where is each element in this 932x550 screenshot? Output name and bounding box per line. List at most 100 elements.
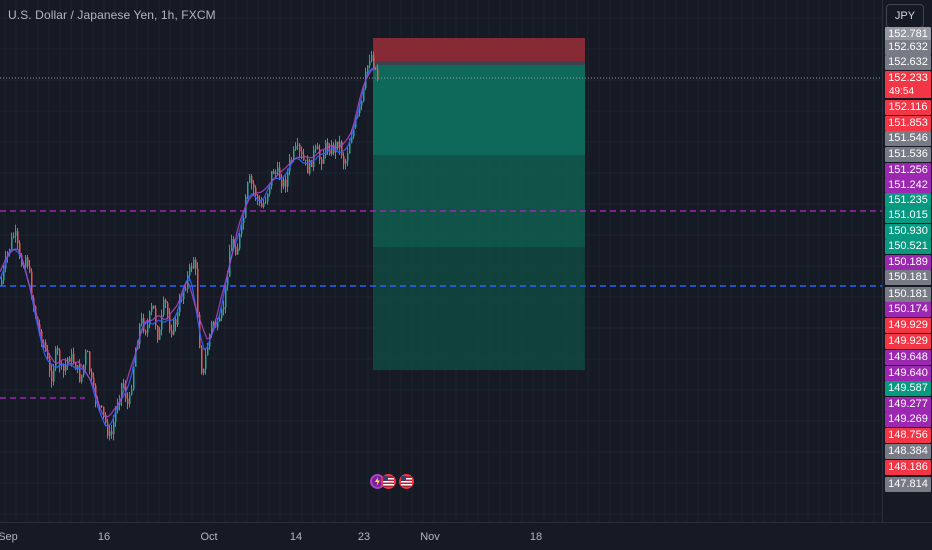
candle-body: [181, 299, 183, 301]
candle-body: [299, 144, 301, 152]
candle-body: [19, 243, 21, 256]
candle-body: [347, 153, 349, 161]
candle-body: [129, 394, 131, 405]
time-axis-label: 18: [529, 531, 543, 543]
price-axis-label: 149.277: [885, 397, 931, 412]
currency-button[interactable]: JPY: [886, 4, 924, 28]
price-axis-label: 152.632: [885, 55, 931, 70]
candle-body: [77, 365, 79, 370]
candle-body: [93, 377, 95, 386]
candle-body: [81, 374, 83, 382]
candle-body: [267, 194, 269, 202]
candle-body: [305, 159, 307, 161]
candle-body: [11, 237, 13, 250]
us-flag-event-icon[interactable]: [381, 474, 396, 489]
candle-body: [321, 159, 323, 164]
candle-body: [185, 288, 187, 290]
candle-body: [49, 358, 51, 371]
candle-body: [331, 144, 333, 155]
candle-body: [309, 159, 311, 174]
candle-body: [159, 329, 161, 340]
candle-body: [53, 368, 55, 382]
candle-body: [353, 127, 355, 137]
price-axis-label: 150.181: [885, 270, 931, 285]
candle-body: [75, 363, 77, 370]
candle-body: [135, 349, 137, 367]
candle-body: [45, 342, 47, 351]
entry-band: [373, 61, 585, 65]
candle-body: [85, 351, 87, 365]
candle-body: [269, 186, 271, 195]
price-axis-label: 149.929: [885, 318, 931, 333]
candle-body: [203, 368, 205, 373]
candle-body: [253, 183, 255, 188]
candle-body: [281, 179, 283, 187]
price-axis-label: 152.116: [885, 100, 931, 115]
candle-body: [289, 159, 291, 172]
price-chart[interactable]: [0, 0, 882, 522]
candle-body: [107, 422, 109, 436]
candle-body: [225, 285, 227, 308]
candle-body: [191, 266, 193, 269]
price-axis-label: 152.781: [885, 27, 931, 42]
candle-body: [201, 347, 203, 373]
price-axis-label: 150.189: [885, 255, 931, 270]
symbol-title[interactable]: U.S. Dollar / Japanese Yen, 1h, FXCM: [8, 8, 216, 22]
price-axis-label: 150.174: [885, 302, 931, 317]
candle-body: [51, 370, 53, 382]
price-axis-label: 150.521: [885, 239, 931, 254]
candle-body: [323, 154, 325, 164]
candle-body: [171, 330, 173, 335]
candle-body: [59, 350, 61, 366]
price-axis-label: 150.181: [885, 287, 931, 302]
candle-body: [359, 105, 361, 114]
candle-body: [295, 145, 297, 150]
candle-body: [265, 201, 267, 203]
candle-body: [327, 142, 329, 150]
candle-body: [73, 353, 75, 364]
price-axis-label: 148.384: [885, 444, 931, 459]
candle-body: [63, 363, 65, 371]
price-axis[interactable]: 152.781 152.632 152.632 152.233 152.116 151.8…: [882, 0, 932, 522]
candle-body: [241, 222, 243, 234]
chart-pane[interactable]: U.S. Dollar / Japanese Yen, 1h, FXCM: [0, 0, 882, 522]
candle-body: [287, 171, 289, 187]
candle-body: [217, 321, 219, 328]
us-flag-event-icon[interactable]: [399, 474, 414, 489]
candle-body: [219, 318, 221, 322]
candle-body: [193, 259, 195, 269]
candle-body: [211, 322, 213, 335]
price-axis-label: 149.587: [885, 381, 931, 396]
candle-body: [373, 55, 375, 68]
candle-body: [231, 239, 233, 251]
candle-body: [339, 141, 341, 148]
candle-body: [31, 271, 33, 298]
candle-body: [151, 305, 153, 312]
candle-body: [187, 275, 189, 289]
candle-body: [285, 179, 287, 187]
candle-body: [29, 266, 31, 272]
candle-body: [27, 257, 29, 267]
candle-body: [375, 67, 377, 70]
time-axis-label: 16: [97, 531, 111, 543]
price-axis-label: 149.929: [885, 334, 931, 349]
candle-body: [79, 365, 81, 382]
price-axis-label: 151.235: [885, 193, 931, 208]
candle-body: [301, 151, 303, 155]
candle-body: [89, 351, 91, 372]
candle-body: [263, 202, 265, 207]
price-axis-label: 151.256: [885, 163, 931, 178]
price-axis-label: 151.546: [885, 131, 931, 146]
stop-loss-zone: [373, 38, 585, 61]
candle-body: [249, 176, 251, 183]
candle-body: [183, 288, 185, 300]
candle-body: [65, 364, 67, 371]
target-zone-3: [373, 247, 585, 370]
price-axis-label: 148.186: [885, 460, 931, 475]
candle-body: [117, 404, 119, 410]
candle-body: [255, 187, 257, 196]
time-axis[interactable]: Sep 16 Oct 14 23 Nov 18: [0, 522, 932, 550]
price-axis-label: 149.648: [885, 350, 931, 365]
candle-body: [271, 171, 273, 187]
candle-body: [297, 144, 299, 146]
